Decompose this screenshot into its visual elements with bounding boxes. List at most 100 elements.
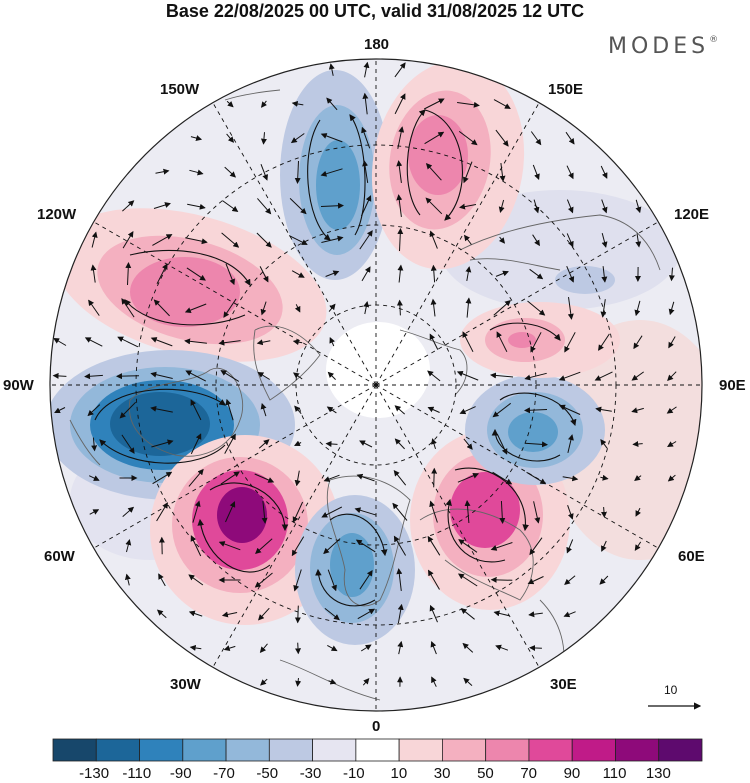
colorbar-tick-label: -10 [342, 765, 365, 782]
wind-vector [394, 62, 406, 78]
wind-vector [430, 298, 437, 317]
colorbar-swatch [52, 738, 97, 762]
wind-vector [84, 373, 103, 380]
colorbar-tick-label: 30 [433, 765, 451, 782]
wind-vector [293, 569, 302, 592]
wind-vector [222, 200, 239, 212]
wind-vector [153, 299, 170, 317]
wind-vector [188, 468, 204, 487]
wind-vector [394, 405, 406, 415]
wind-vector [363, 61, 370, 78]
wind-vector [563, 611, 576, 618]
wind-vector [430, 640, 437, 655]
wind-vector [600, 438, 608, 449]
wind-vector [528, 611, 543, 618]
wind-vector [291, 536, 305, 557]
colorbar-tick-label: -70 [213, 765, 235, 782]
wind-vector [598, 333, 610, 351]
north-east-positive-cell [371, 60, 525, 270]
wind-vector [256, 232, 272, 248]
wind-vector [292, 501, 304, 523]
colorbar-swatch [571, 738, 616, 762]
wind-vector [532, 164, 540, 181]
wind-vector [635, 507, 641, 517]
wind-vector [393, 470, 407, 486]
label-90e: 90E [719, 377, 746, 394]
wind-vector [125, 262, 132, 286]
wind-vector [84, 337, 103, 347]
wind-vector [225, 263, 235, 286]
colorbar-swatch [139, 738, 184, 762]
colorbar-swatch [485, 738, 530, 762]
wind-vector [186, 267, 206, 281]
wind-vector [492, 471, 513, 485]
wind-vector [668, 336, 676, 349]
wind-vector [260, 164, 269, 181]
wind-vector [89, 509, 100, 515]
wind-vector [423, 98, 445, 110]
map-boundary [49, 58, 703, 712]
wind-vector [425, 197, 443, 215]
wind-vector [328, 678, 337, 685]
wind-vector [90, 264, 97, 283]
wind-vector [323, 474, 340, 482]
wind-vector [121, 298, 135, 318]
wind-vector [185, 370, 207, 382]
wind-vector [462, 642, 474, 653]
wind-vector [458, 539, 478, 553]
wind-vector [218, 541, 241, 551]
wind-vector [427, 535, 441, 556]
colorbar-tick-label: -30 [299, 765, 322, 782]
wind-vector [117, 336, 139, 348]
wind-vector [150, 405, 173, 413]
wind-vector [320, 168, 343, 177]
wind-vector [325, 270, 340, 277]
wind-vector [184, 303, 207, 313]
colorbar-swatch [355, 738, 400, 762]
wind-vector [431, 438, 437, 450]
wind-vector [397, 126, 405, 149]
wind-vector [184, 338, 207, 345]
wind-vector [527, 576, 544, 585]
wind-vector [362, 160, 369, 183]
wind-vector [290, 133, 305, 144]
wind-vector [354, 507, 377, 516]
wind-vector [226, 100, 234, 108]
wind-vector [188, 610, 203, 617]
wind-vector [356, 473, 375, 482]
wind-vector [359, 440, 373, 448]
wind-vector [91, 231, 98, 248]
wind-vector [125, 539, 132, 553]
wind-vector [631, 371, 644, 381]
wind-vector [429, 230, 438, 249]
wind-vector [326, 97, 338, 111]
wind-vector [667, 441, 677, 448]
wind-vector [394, 438, 405, 450]
colorbar-tick-label: 50 [477, 765, 494, 782]
wind-vector [526, 471, 547, 485]
wind-vector [490, 542, 513, 551]
wind-vector [327, 644, 338, 652]
wind-vector [87, 404, 101, 417]
wind-vector [260, 132, 267, 145]
colorbar-swatch [528, 738, 573, 762]
south-negative-cell [295, 495, 415, 645]
colorbar-tick-label: -110 [122, 765, 152, 782]
label-60w: 60W [44, 548, 75, 565]
wind-vector [189, 644, 202, 651]
wind-vector [566, 266, 575, 283]
wind-vector [254, 473, 275, 483]
wind-vector [156, 609, 167, 619]
wind-vector [361, 126, 371, 149]
wind-vector [530, 332, 542, 353]
wind-vector [362, 92, 369, 115]
wind-vector [460, 608, 475, 620]
wind-vector [258, 607, 270, 621]
wind-vector [396, 160, 403, 183]
wind-vector [260, 402, 267, 417]
wind-vector [493, 300, 511, 316]
wind-vector [533, 501, 541, 524]
label-150e: 150E [548, 81, 584, 98]
wind-vector [457, 573, 478, 587]
wind-vector [493, 610, 510, 617]
